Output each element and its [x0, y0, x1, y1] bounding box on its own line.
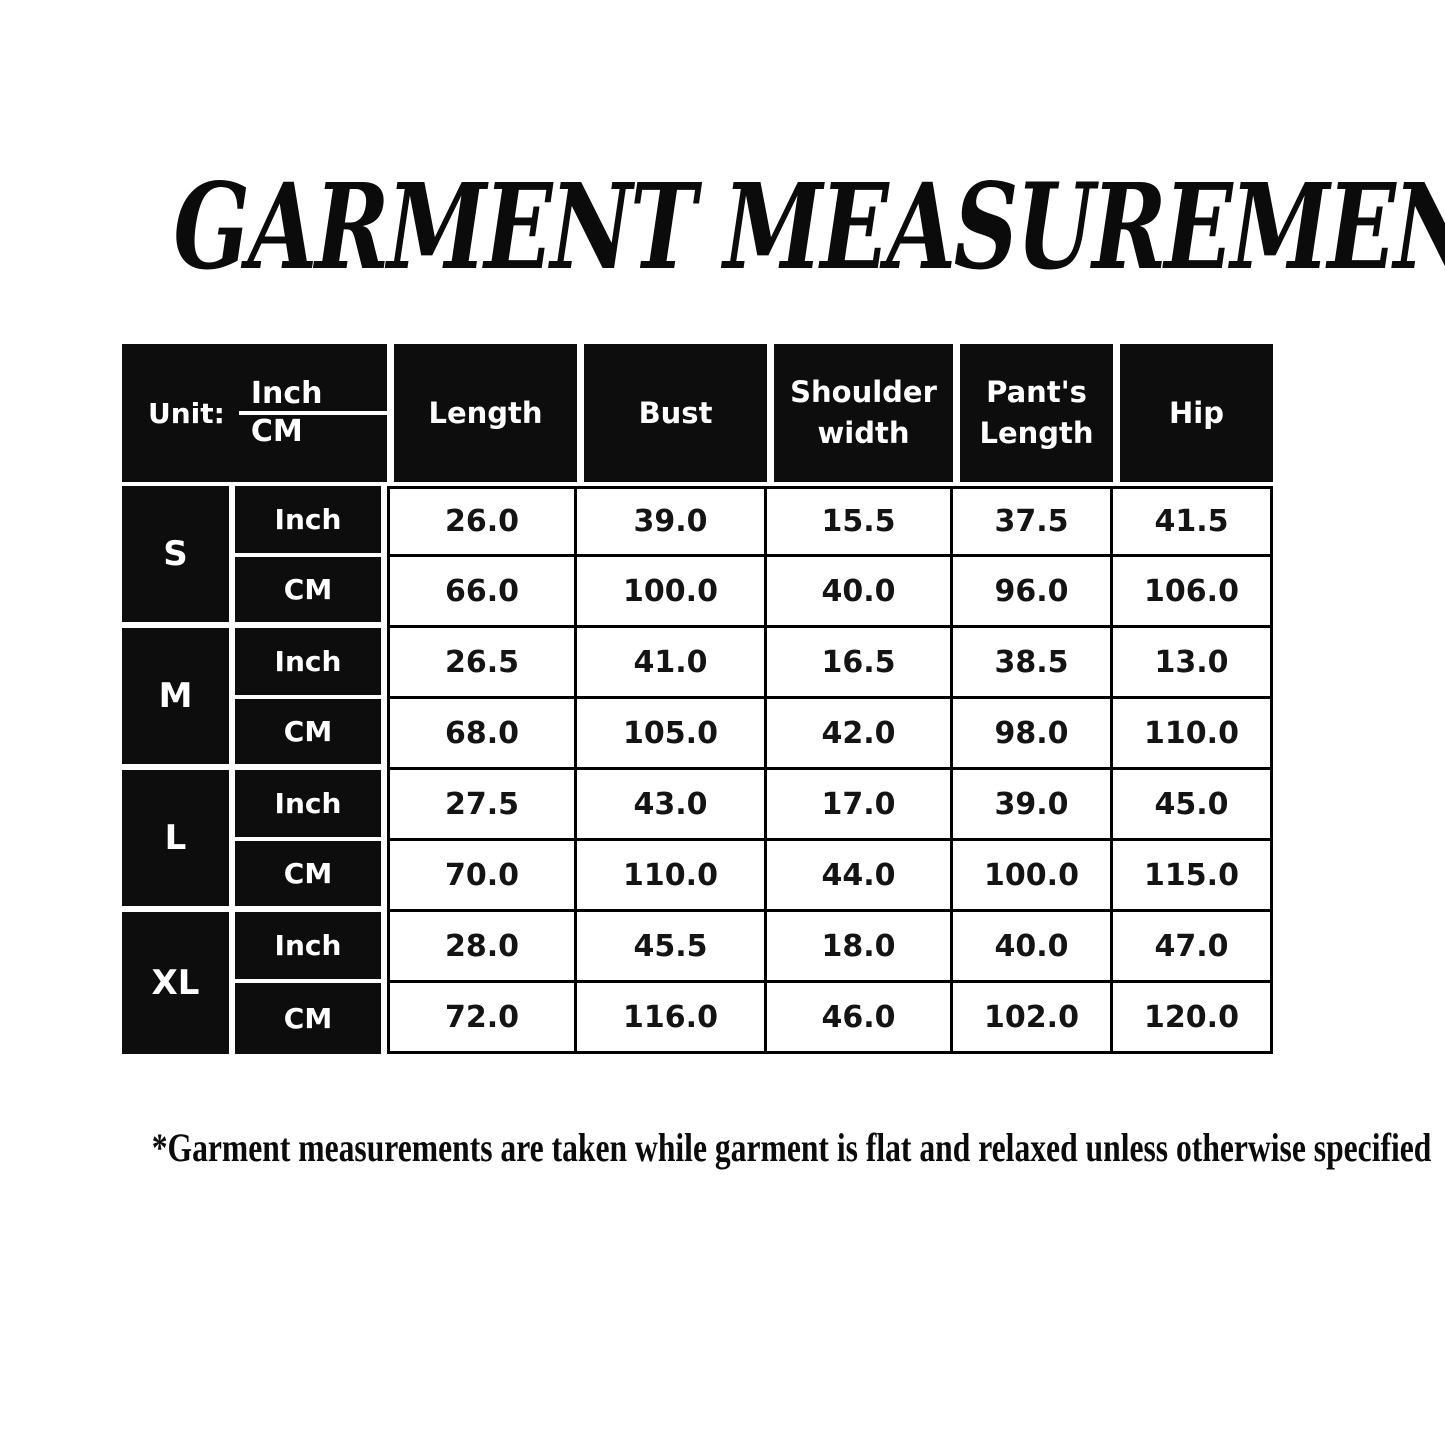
measurement-value: 110.0: [1113, 699, 1273, 770]
column-header-hip: Hip: [1113, 344, 1273, 486]
unit-header-cell: Unit: Inch CM: [122, 344, 387, 486]
measurement-value: 39.0: [577, 486, 767, 557]
unit-fraction: Inch CM: [238, 375, 387, 450]
measurement-value: 37.5: [953, 486, 1113, 557]
measurement-value: 26.5: [387, 628, 577, 699]
measurement-value: 105.0: [577, 699, 767, 770]
measurement-value: 47.0: [1113, 912, 1273, 983]
unit-cm-label: CM: [250, 414, 303, 449]
measurement-value: 26.0: [387, 486, 577, 557]
measurement-value: 28.0: [387, 912, 577, 983]
measurement-value: 70.0: [387, 841, 577, 912]
unit-cell-cm: CM: [235, 557, 387, 628]
measurement-value: 17.0: [767, 770, 953, 841]
measurement-value: 45.5: [577, 912, 767, 983]
footnote: *Garment measurements are taken while ga…: [151, 1125, 1432, 1170]
size-label-s: S: [122, 486, 235, 628]
size-chart-page: GARMENT MEASUREMENTS Unit: Inch CM Lengt…: [0, 168, 1445, 1445]
unit-inch-label: Inch: [250, 375, 323, 411]
page-title: GARMENT MEASUREMENTS: [173, 157, 1445, 296]
measurement-value: 66.0: [387, 557, 577, 628]
unit-cell-inch: Inch: [235, 912, 387, 983]
unit-cell-cm: CM: [235, 841, 387, 912]
measurement-value: 44.0: [767, 841, 953, 912]
column-header-length: Length: [387, 344, 577, 486]
measurement-value: 120.0: [1113, 983, 1273, 1054]
measurement-value: 116.0: [577, 983, 767, 1054]
unit-cell-inch: Inch: [235, 770, 387, 841]
measurement-value: 98.0: [953, 699, 1113, 770]
size-label-xl: XL: [122, 912, 235, 1054]
measurement-value: 40.0: [953, 912, 1113, 983]
unit-cell-cm: CM: [235, 983, 387, 1054]
measurement-value: 42.0: [767, 699, 953, 770]
size-label-m: M: [122, 628, 235, 770]
measurement-value: 100.0: [577, 557, 767, 628]
measurement-value: 40.0: [767, 557, 953, 628]
measurement-value: 115.0: [1113, 841, 1273, 912]
measurement-value: 13.0: [1113, 628, 1273, 699]
measurement-value: 41.5: [1113, 486, 1273, 557]
measurement-value: 100.0: [953, 841, 1113, 912]
measurement-value: 27.5: [387, 770, 577, 841]
measurement-value: 43.0: [577, 770, 767, 841]
measurement-value: 39.0: [953, 770, 1113, 841]
measurement-value: 96.0: [953, 557, 1113, 628]
unit-label: Unit:: [148, 396, 225, 430]
unit-cell-inch: Inch: [235, 628, 387, 699]
measurement-value: 102.0: [953, 983, 1113, 1054]
column-header-shoulder-width: Shoulder width: [767, 344, 953, 486]
measurement-value: 41.0: [577, 628, 767, 699]
column-header-pants-length: Pant's Length: [953, 344, 1113, 486]
measurement-value: 110.0: [577, 841, 767, 912]
unit-cell-cm: CM: [235, 699, 387, 770]
measurement-value: 46.0: [767, 983, 953, 1054]
size-label-l: L: [122, 770, 235, 912]
measurement-value: 45.0: [1113, 770, 1273, 841]
size-chart-table: Unit: Inch CM Length Bust Shoulder width…: [122, 344, 1273, 1054]
measurement-value: 72.0: [387, 983, 577, 1054]
column-header-bust: Bust: [577, 344, 767, 486]
measurement-value: 68.0: [387, 699, 577, 770]
fraction-divider-line: [238, 411, 387, 415]
measurement-value: 16.5: [767, 628, 953, 699]
measurement-value: 18.0: [767, 912, 953, 983]
unit-cell-inch: Inch: [235, 486, 387, 557]
measurement-value: 106.0: [1113, 557, 1273, 628]
measurement-value: 38.5: [953, 628, 1113, 699]
measurement-value: 15.5: [767, 486, 953, 557]
